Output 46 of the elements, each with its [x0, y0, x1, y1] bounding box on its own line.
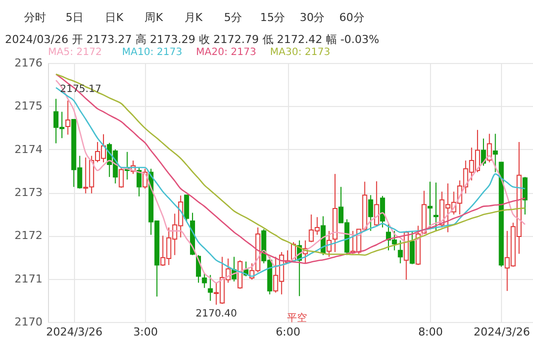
- candlestick: [522, 176, 528, 216]
- y-tick-label: 2172: [14, 229, 42, 242]
- y-tick-label: 2173: [14, 186, 42, 199]
- candlestick: [486, 133, 492, 163]
- y-tick-label: 2171: [14, 272, 42, 286]
- y-tick-label: 2175: [14, 100, 42, 113]
- text: 月K: [184, 11, 204, 24]
- text: 15分: [260, 11, 286, 24]
- text: MA30: 2173: [270, 47, 330, 58]
- y-tick-label: 2174: [14, 142, 42, 156]
- annotation: 平空: [287, 312, 307, 324]
- text: 周K: [144, 11, 164, 24]
- x-tick-label: 3:00: [133, 326, 158, 338]
- chart-subtitle: 2024/03/26 开 2173.27 高 2173.29 收 2172.79 低 2172.42 幅 -0.03%: [5, 33, 380, 46]
- x-tick-label: 2024/3/26: [474, 326, 530, 338]
- candlestick: [433, 182, 438, 232]
- candlestick: [65, 100, 70, 136]
- text: 5分: [224, 11, 242, 24]
- candlestick: [184, 194, 190, 222]
- text: 5日: [66, 11, 84, 24]
- text: MA20: 2173: [196, 47, 256, 58]
- text: 60分: [339, 11, 364, 24]
- text: MA10: 2173: [122, 47, 182, 58]
- candlestick: [142, 168, 148, 190]
- y-tick-label: 2176: [14, 56, 42, 70]
- candlestick: [428, 181, 433, 230]
- x-tick-label: 2024/3/26: [46, 326, 102, 338]
- y-tick-label: 2170: [14, 316, 42, 328]
- candlestick: [374, 180, 380, 226]
- candlestick: [480, 138, 486, 166]
- candlestick: [208, 274, 213, 302]
- x-tick-label: 8:00: [418, 326, 443, 338]
- text: 日K: [105, 11, 124, 24]
- candlestick: [492, 133, 498, 173]
- candlestick: [398, 240, 403, 264]
- candlestick: [136, 166, 142, 197]
- annotation: 2170.40: [196, 308, 237, 320]
- text: 分时: [24, 11, 46, 24]
- x-tick-label: 6:00: [276, 326, 300, 338]
- text: MA5: 2172: [48, 47, 102, 58]
- candlestick: [380, 195, 386, 228]
- candlestick: [118, 166, 124, 188]
- candlestick: [368, 194, 374, 232]
- candlestick: [410, 230, 415, 265]
- text: 30分: [300, 11, 325, 24]
- candlestick: [202, 272, 207, 288]
